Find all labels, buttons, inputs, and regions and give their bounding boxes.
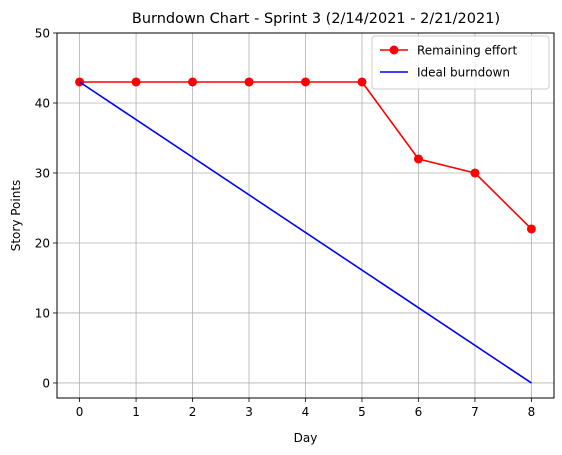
x-tick-label: 1 xyxy=(132,405,140,419)
remaining-effort-point xyxy=(526,224,536,234)
ideal-burndown-line xyxy=(79,81,532,384)
legend-label-ideal-burndown: Ideal burndown xyxy=(417,66,510,80)
remaining-effort-point xyxy=(188,77,198,87)
legend-label-remaining-effort: Remaining effort xyxy=(417,44,517,58)
legend-box xyxy=(371,35,550,90)
x-tick-label: 2 xyxy=(189,405,197,419)
x-tick-label: 8 xyxy=(528,405,536,419)
legend: Remaining effort Ideal burndown xyxy=(371,35,550,90)
y-tick-label: 10 xyxy=(35,306,50,320)
remaining-effort-point xyxy=(244,77,254,87)
x-tick-label: 0 xyxy=(76,405,84,419)
chart-title: Burndown Chart - Sprint 3 (2/14/2021 - 2… xyxy=(132,11,500,27)
remaining-effort-point xyxy=(301,77,310,87)
legend-marker-remaining-effort xyxy=(389,45,399,55)
plot-series xyxy=(75,77,536,384)
x-tick-label: 3 xyxy=(245,405,253,419)
x-axis-label: Day xyxy=(294,431,318,445)
axis-ticks: 0 1 2 3 4 5 6 7 8 0 10 20 30 40 50 xyxy=(35,27,536,420)
x-tick-label: 7 xyxy=(471,405,479,419)
y-tick-label: 0 xyxy=(42,376,50,390)
x-tick-label: 6 xyxy=(415,405,423,419)
y-tick-label: 50 xyxy=(35,27,50,41)
remaining-effort-point xyxy=(357,77,367,87)
remaining-effort-point xyxy=(131,77,141,87)
y-tick-label: 30 xyxy=(35,166,50,180)
remaining-effort-point xyxy=(413,154,423,164)
y-axis-label: Story Points xyxy=(9,180,23,252)
x-tick-label: 5 xyxy=(358,405,366,419)
y-tick-label: 40 xyxy=(35,96,50,110)
y-tick-label: 20 xyxy=(35,236,50,250)
x-tick-label: 4 xyxy=(302,405,310,419)
remaining-effort-point xyxy=(470,168,480,178)
